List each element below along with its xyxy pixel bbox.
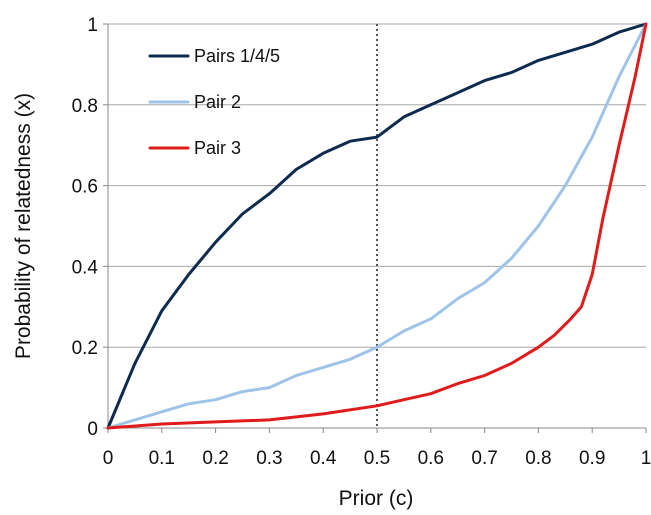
- legend-label-1: Pairs 1/4/5: [194, 46, 280, 66]
- y-tick-label-1: 0.2: [72, 338, 98, 359]
- y-tick-labels: 0 0.2 0.4 0.6 0.8 1: [72, 15, 99, 440]
- x-tick-label-6: 0.6: [418, 448, 444, 469]
- y-tick-label-5: 1: [87, 15, 98, 36]
- legend: Pairs 1/4/5 Pair 2 Pair 3: [148, 46, 280, 158]
- x-tick-label-0: 0: [103, 448, 114, 469]
- x-tick-label-7: 0.7: [471, 448, 497, 469]
- x-tick-label-5: 0.5: [364, 448, 390, 469]
- series-line-2: [106, 22, 648, 430]
- series-line-3: [106, 22, 648, 430]
- x-tick-label-3: 0.3: [256, 448, 282, 469]
- y-tick-label-3: 0.6: [72, 177, 98, 198]
- x-tick-label-10: 1: [641, 448, 651, 469]
- y-tick-label-0: 0: [87, 419, 98, 440]
- x-axis-title: Prior (c): [339, 487, 414, 510]
- x-tick-label-2: 0.2: [202, 448, 228, 469]
- x-tick-label-1: 0.1: [149, 448, 175, 469]
- y-axis-title: Probability of relatedness (x): [12, 93, 35, 359]
- x-tick-labels: 0 0.1 0.2 0.3 0.4 0.5 0.6 0.7 0.8 0.9 1: [103, 448, 651, 469]
- legend-label-2: Pair 2: [194, 92, 241, 112]
- x-tick-label-8: 0.8: [525, 448, 551, 469]
- x-tick-label-9: 0.9: [579, 448, 605, 469]
- legend-label-3: Pair 3: [194, 138, 241, 158]
- axes: [103, 23, 647, 433]
- y-tick-label-2: 0.4: [72, 257, 99, 278]
- series-line-1: [106, 22, 648, 430]
- y-tick-label-4: 0.8: [72, 96, 98, 117]
- series-lines: [106, 22, 648, 430]
- x-tick-label-4: 0.4: [310, 448, 337, 469]
